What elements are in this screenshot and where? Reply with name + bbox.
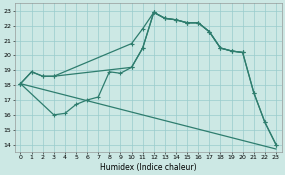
X-axis label: Humidex (Indice chaleur): Humidex (Indice chaleur): [100, 163, 197, 172]
